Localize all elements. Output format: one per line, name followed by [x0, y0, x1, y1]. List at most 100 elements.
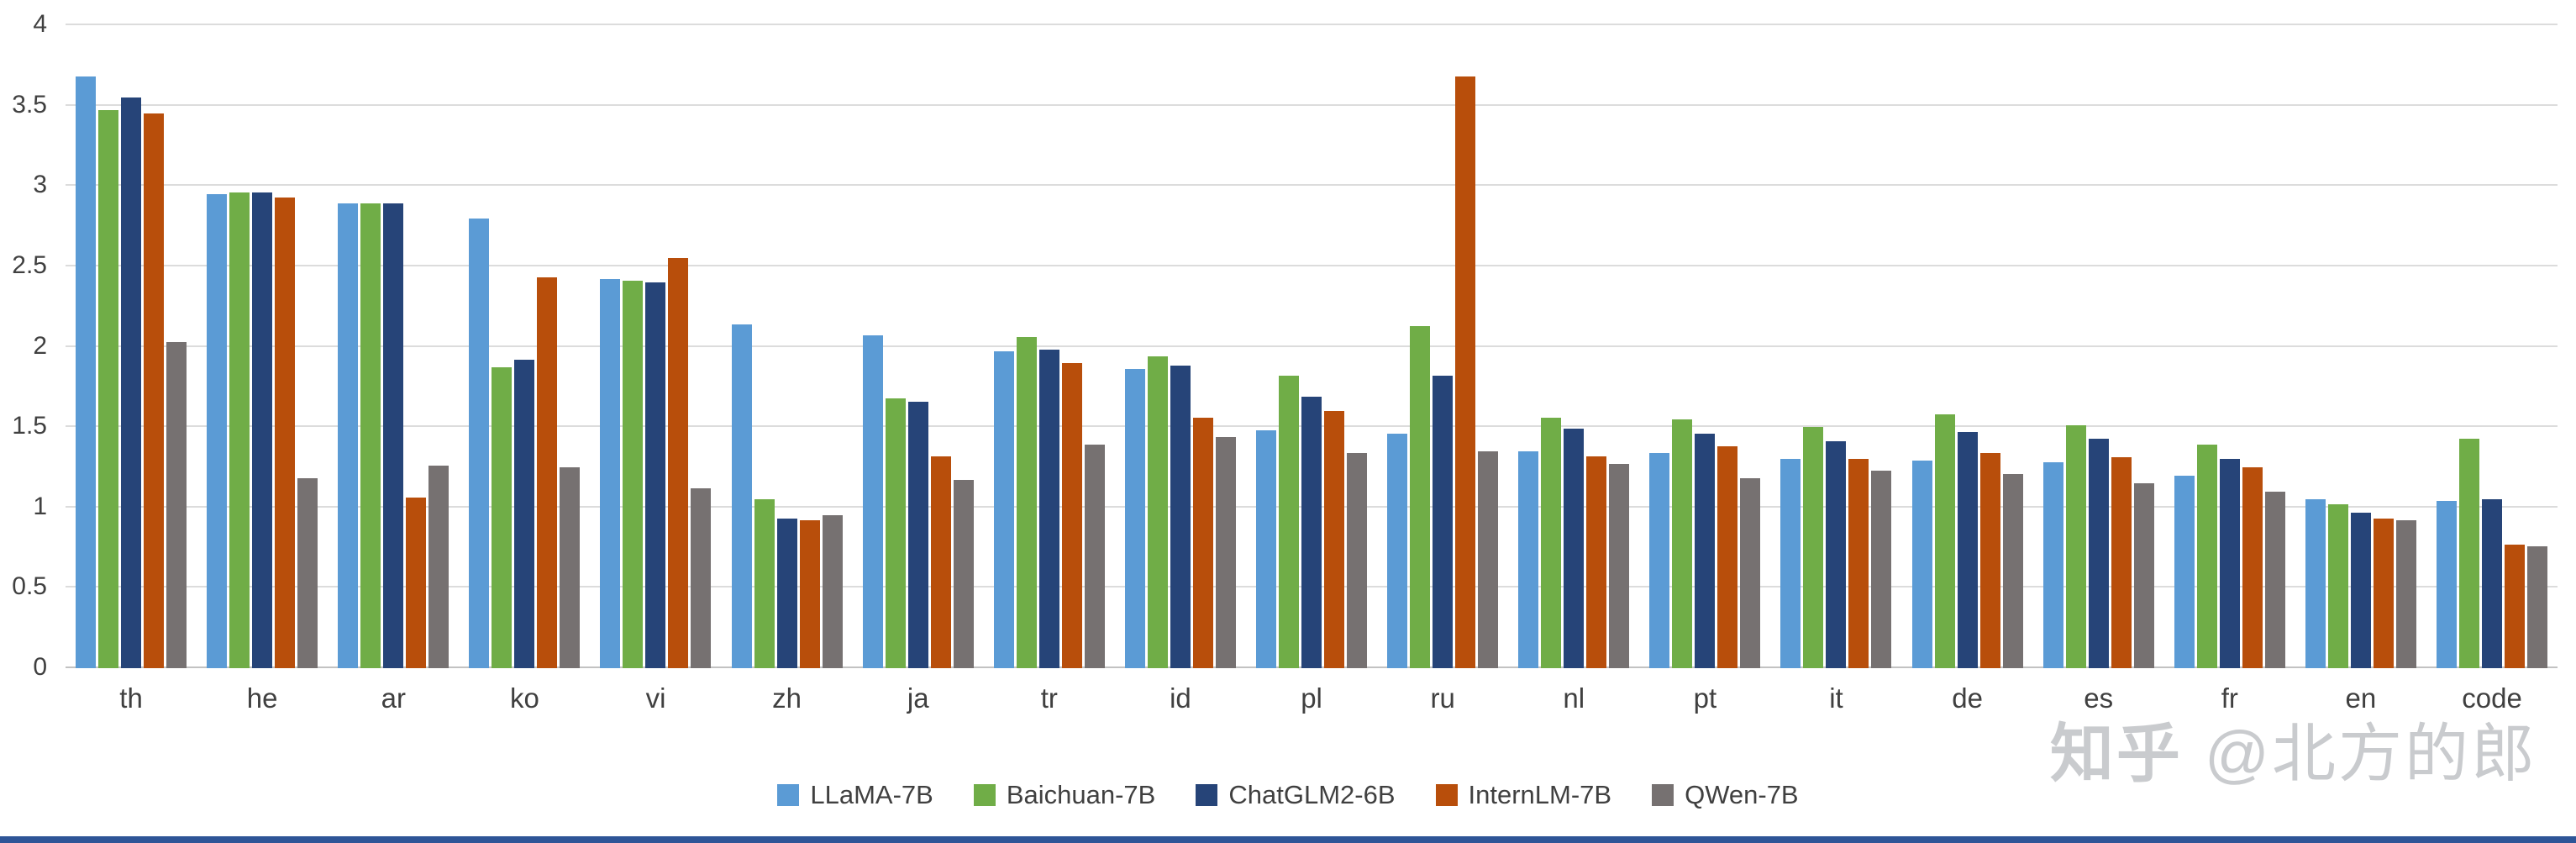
bar-QWen-7B-ar [428, 466, 449, 668]
bar-InternLM-7B-es [2111, 457, 2132, 668]
bar-ChatGLM2-6B-ko [514, 359, 535, 668]
bar-InternLM-7B-ru [1455, 76, 1476, 668]
bar-group-ko [459, 25, 590, 668]
plot-area [66, 24, 2558, 668]
bar-InternLM-7B-id [1192, 417, 1213, 668]
bar-LLaMA-7B-nl [1518, 450, 1539, 668]
bar-ChatGLM2-6B-de [1957, 431, 1978, 668]
bar-group-ja [853, 25, 984, 668]
chart-legend: LLaMA-7B Baichuan-7B ChatGLM2-6B InternLM-7… [0, 780, 2576, 810]
bar-LLaMA-7B-zh [731, 324, 752, 668]
bar-ChatGLM2-6B-ru [1433, 375, 1454, 668]
gridline [66, 264, 2558, 266]
bar-Baichuan-7B-de [1934, 414, 1955, 668]
bar-InternLM-7B-nl [1586, 456, 1607, 668]
bar-LLaMA-7B-it [1780, 459, 1801, 668]
legend-label: ChatGLM2-6B [1228, 780, 1396, 809]
bar-QWen-7B-tr [1084, 445, 1105, 668]
bar-Baichuan-7B-th [98, 110, 119, 668]
bar-QWen-7B-de [2002, 473, 2023, 668]
x-tick-label-code: code [2462, 682, 2522, 714]
legend-item-LLaMA-7B: LLaMA-7B [777, 780, 933, 810]
bar-Baichuan-7B-fr [2196, 445, 2217, 668]
bar-group-fr [2164, 25, 2295, 668]
bar-group-he [197, 25, 328, 668]
x-tick-label-pt: pt [1693, 682, 1717, 714]
bar-QWen-7B-pt [1740, 478, 1761, 668]
bar-ChatGLM2-6B-ja [907, 401, 928, 668]
bar-LLaMA-7B-en [2305, 499, 2326, 668]
bar-QWen-7B-he [297, 478, 318, 668]
bar-LLaMA-7B-ko [469, 218, 490, 668]
bar-ChatGLM2-6B-id [1170, 366, 1191, 668]
bar-LLaMA-7B-he [207, 193, 228, 668]
bar-InternLM-7B-th [144, 113, 165, 668]
y-tick-label: 2.5 [12, 250, 47, 279]
bar-group-ar [328, 25, 459, 668]
bar-group-es [2033, 25, 2164, 668]
legend-item-ChatGLM2-6B: ChatGLM2-6B [1196, 780, 1396, 810]
bar-ChatGLM2-6B-ar [383, 203, 404, 668]
bar-Baichuan-7B-vi [623, 281, 644, 668]
x-tick-label-tr: tr [1040, 682, 1058, 714]
x-tick-label-ru: ru [1430, 682, 1455, 714]
bar-QWen-7B-ko [560, 466, 581, 668]
x-tick-label-nl: nl [1563, 682, 1585, 714]
bar-ChatGLM2-6B-nl [1564, 429, 1585, 668]
bar-InternLM-7B-code [2505, 544, 2526, 668]
bar-Baichuan-7B-pl [1279, 375, 1300, 668]
legend-item-InternLM-7B: InternLM-7B [1435, 780, 1612, 810]
bar-InternLM-7B-pt [1717, 446, 1738, 668]
bar-ChatGLM2-6B-fr [2219, 459, 2240, 668]
bar-Baichuan-7B-zh [754, 499, 775, 668]
bar-LLaMA-7B-th [76, 76, 97, 668]
legend-swatch-icon [1435, 784, 1458, 806]
bar-LLaMA-7B-vi [600, 279, 621, 668]
x-tick-label-he: he [246, 682, 278, 714]
legend-swatch-icon [777, 784, 800, 806]
bar-Baichuan-7B-id [1147, 356, 1168, 668]
bar-Baichuan-7B-tr [1016, 337, 1037, 668]
bar-InternLM-7B-fr [2242, 466, 2263, 668]
bar-LLaMA-7B-pt [1649, 452, 1670, 668]
bar-ChatGLM2-6B-code [2482, 499, 2503, 668]
y-tick-label: 4 [33, 10, 47, 38]
bar-ChatGLM2-6B-th [121, 97, 142, 668]
x-tick-label-it: it [1829, 682, 1843, 714]
y-tick-label: 1.5 [12, 412, 47, 440]
bar-group-code [2426, 25, 2558, 668]
y-tick-label: 3.5 [12, 90, 47, 119]
x-tick-label-ar: ar [381, 682, 406, 714]
x-tick-label-id: id [1170, 682, 1191, 714]
y-tick-label: 3 [33, 171, 47, 199]
bar-ChatGLM2-6B-en [2350, 512, 2371, 668]
bar-QWen-7B-nl [1609, 464, 1630, 668]
bottom-border-bar [0, 836, 2576, 843]
bar-ChatGLM2-6B-it [1826, 441, 1847, 668]
bar-QWen-7B-zh [822, 515, 843, 668]
bar-QWen-7B-id [1215, 436, 1236, 668]
bar-Baichuan-7B-nl [1541, 417, 1562, 668]
bar-group-id [1115, 25, 1246, 668]
y-tick-label: 0.5 [12, 572, 47, 601]
bar-QWen-7B-es [2133, 483, 2154, 668]
x-tick-label-pl: pl [1301, 682, 1322, 714]
bar-QWen-7B-en [2395, 520, 2416, 668]
bar-LLaMA-7B-pl [1256, 429, 1277, 668]
bar-group-zh [722, 25, 853, 668]
bar-ChatGLM2-6B-pt [1695, 433, 1716, 668]
x-tick-label-th: th [119, 682, 143, 714]
bar-groups [66, 25, 2558, 668]
x-tick-label-en: en [2345, 682, 2377, 714]
bar-LLaMA-7B-code [2437, 501, 2458, 668]
bar-group-ru [1377, 25, 1508, 668]
legend-label: InternLM-7B [1468, 780, 1612, 809]
bar-InternLM-7B-vi [668, 258, 689, 668]
bar-InternLM-7B-it [1848, 459, 1869, 668]
bar-ChatGLM2-6B-es [2088, 438, 2109, 668]
bar-LLaMA-7B-fr [2174, 475, 2195, 668]
y-tick-label: 0 [33, 653, 47, 681]
bar-Baichuan-7B-pt [1672, 419, 1693, 668]
legend-label: Baichuan-7B [1006, 780, 1156, 809]
